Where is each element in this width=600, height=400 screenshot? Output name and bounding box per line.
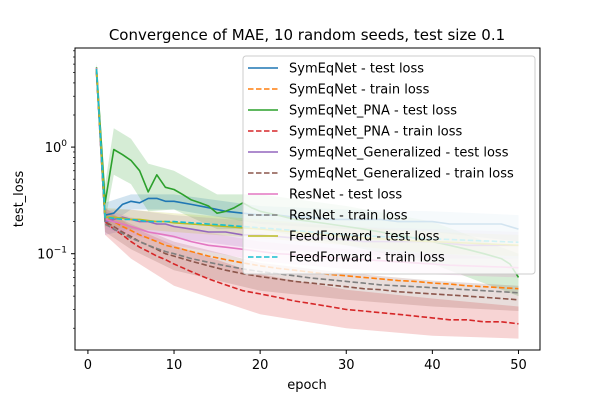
x-tick-label: 50: [510, 358, 527, 373]
y-axis-ticks: 100 10−1: [37, 50, 75, 329]
y-tick-label: 100: [45, 139, 68, 156]
legend-label-symeqnet-test-loss: SymEqNet - test loss: [289, 62, 424, 77]
legend-label-resnet-test-loss: ResNet - test loss: [289, 188, 402, 203]
chart-title: Convergence of MAE, 10 random seeds, tes…: [109, 26, 505, 44]
x-axis-ticks: 0 10 20 30 40 50: [84, 350, 527, 373]
band-symeqnet-pna-train-loss: [96, 65, 519, 339]
plot-frame: [74, 47, 541, 351]
x-tick-label: 20: [252, 358, 269, 373]
legend-label-symeqnet-generalized-test-loss: SymEqNet_Generalized - test loss: [289, 146, 509, 161]
legend-label-feedforward-train-loss: FeedForward - train loss: [289, 251, 445, 266]
x-tick-label: 0: [84, 358, 92, 373]
legend-label-symeqnet-generalized-train-loss: SymEqNet_Generalized - train loss: [289, 167, 514, 182]
legend-box: [242, 55, 536, 275]
x-axis-label: epoch: [287, 378, 327, 393]
legend-label-symeqnet-train-loss: SymEqNet - train loss: [289, 83, 430, 98]
y-tick-label: 10−1: [37, 246, 67, 263]
x-tick-label: 30: [338, 358, 355, 373]
legend-label-feedforward-test-loss: FeedForward - test loss: [289, 230, 440, 245]
legend-label-resnet-train-loss: ResNet - train loss: [289, 209, 408, 224]
band-symeqnet-generalized-train-loss: [96, 67, 519, 311]
x-tick-label: 40: [424, 358, 441, 373]
y-axis-label: test_loss: [12, 170, 27, 227]
legend-label-symeqnet-pna-test-loss: SymEqNet_PNA - test loss: [289, 104, 457, 119]
legend: SymEqNet - test loss SymEqNet - train los…: [242, 55, 536, 275]
x-tick-label: 10: [166, 358, 183, 373]
line-symeqnet-pna-train-loss: [95, 69, 519, 325]
legend-label-symeqnet-pna-train-loss: SymEqNet_PNA - train loss: [289, 125, 463, 140]
